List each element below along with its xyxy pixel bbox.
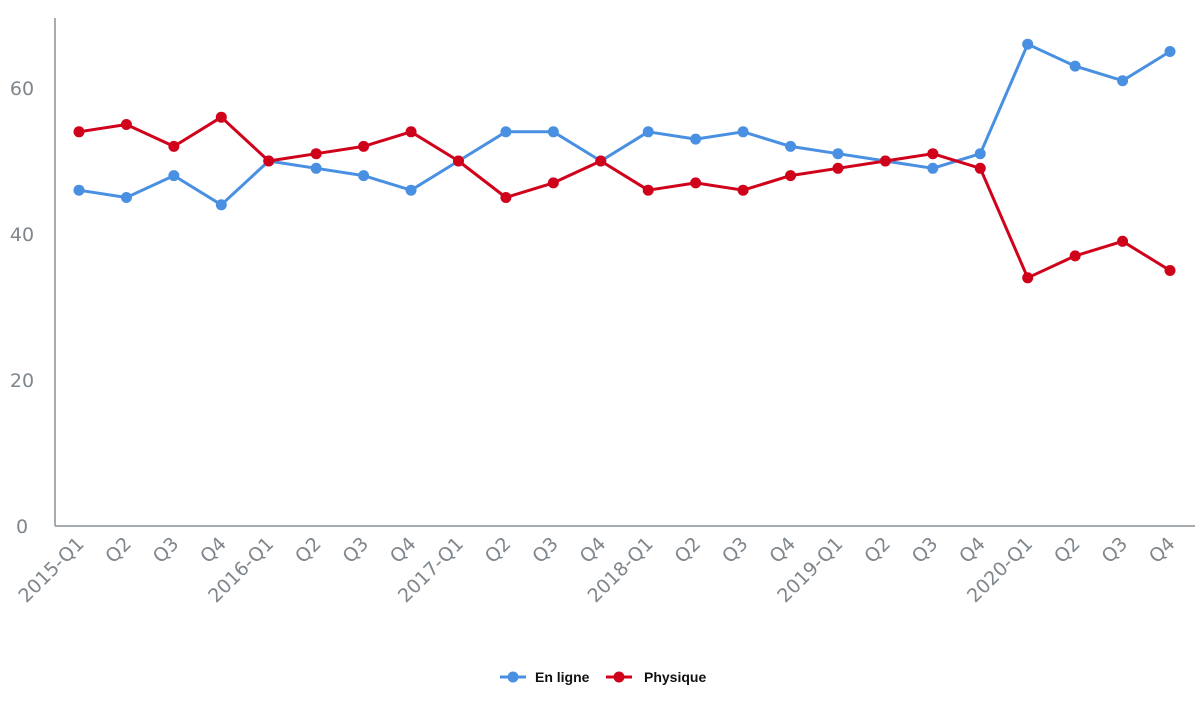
data-point [1022,38,1034,50]
data-point [120,119,132,130]
data-point [974,162,986,174]
data-point [879,155,891,167]
data-point [310,162,322,174]
data-point [690,133,702,145]
series-line [78,115,1171,280]
x-tick-label: Q4 [765,533,800,568]
data-point [405,184,417,196]
data-point [785,140,797,152]
x-tick-label: Q2 [1050,533,1085,568]
data-point [785,170,797,182]
y-tick-label: 40 [10,224,34,246]
data-point [500,126,512,138]
data-point [215,199,227,211]
series-1 [73,38,1176,211]
x-tick-label: Q3 [149,533,184,568]
legend-label: Physique [644,669,706,685]
data-point [547,177,559,189]
data-point [310,148,322,160]
legend-marker [613,671,625,683]
legend-item: En ligne [500,669,590,685]
data-point [358,170,370,182]
x-tick-label: Q4 [955,533,990,568]
data-point [1022,272,1034,284]
y-tick-label: 0 [16,516,28,538]
data-point [168,170,180,182]
data-point [500,192,512,203]
data-point [927,148,939,160]
data-point [832,162,844,174]
x-tick-label: Q3 [718,533,753,568]
data-point [737,126,749,138]
legend-marker [507,671,519,683]
data-point [642,126,654,138]
x-tick-label: Q4 [386,533,421,568]
x-tick-label: Q3 [1097,533,1132,568]
data-point [690,177,702,189]
y-axis-ticks: 0 20 40 60 [10,78,34,538]
series-2 [73,111,1176,284]
x-tick-label: Q2 [291,533,326,568]
data-point [263,155,275,167]
x-tick-label: Q4 [196,533,231,568]
x-tick-label: Q3 [338,533,373,568]
data-point [737,184,749,196]
x-tick-label: Q4 [1145,533,1180,568]
series-line [78,42,1171,207]
x-tick-label: Q2 [101,533,136,568]
data-point [927,162,939,174]
data-point [1069,60,1081,72]
x-tick-label: Q2 [860,533,895,568]
data-point [832,148,844,160]
data-point [1164,46,1176,57]
data-point [215,111,227,123]
x-tick-label: Q2 [481,533,516,568]
data-point [1117,75,1129,87]
legend: En ligne Physique [500,669,706,685]
data-point [358,140,370,152]
data-point [547,126,559,138]
data-point [1117,235,1129,247]
data-point [452,155,464,167]
data-point [595,155,607,167]
x-tick-label: Q3 [908,533,943,568]
y-tick-label: 20 [10,370,34,392]
x-tick-label: Q2 [671,533,706,568]
data-point [73,126,85,138]
data-point [73,184,85,196]
data-point [642,184,654,196]
legend-label: En ligne [535,669,590,685]
data-point [974,148,986,160]
data-point [405,126,417,138]
axes [54,18,1195,527]
series-layer [73,38,1176,284]
data-point [120,192,132,203]
y-tick-label: 60 [10,78,34,100]
data-point [1164,265,1176,276]
legend-item: Physique [606,669,706,685]
x-tick-label: 2015-Q1 [14,533,88,607]
x-tick-label: Q3 [528,533,563,568]
x-tick-label: Q4 [576,533,611,568]
data-point [1069,250,1081,262]
data-point [168,140,180,152]
